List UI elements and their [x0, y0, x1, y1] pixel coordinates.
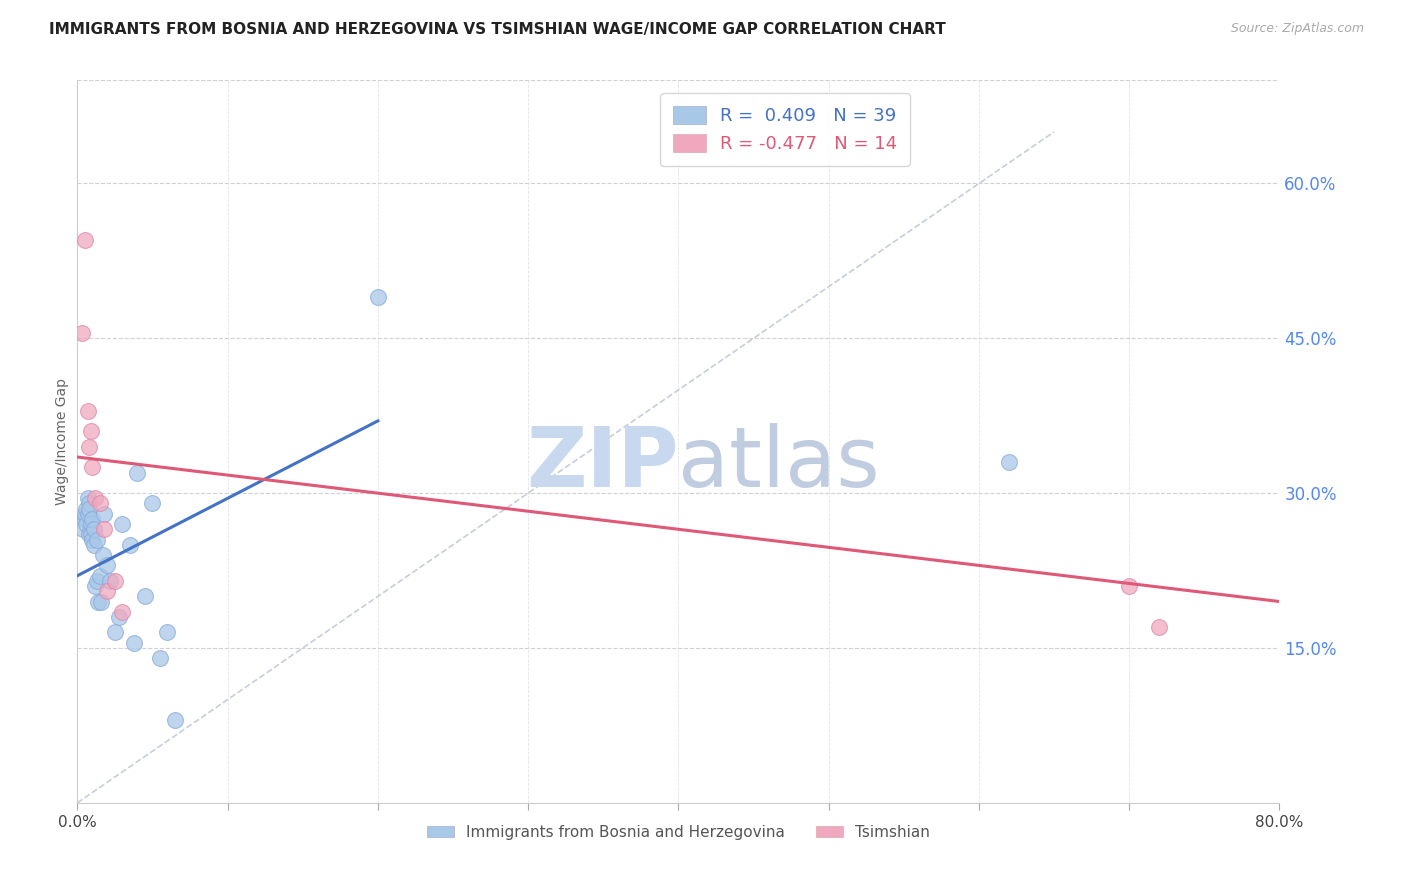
Point [127, 466, 149, 480]
Point [96, 558, 118, 573]
Point [367, 290, 389, 304]
Text: IMMIGRANTS FROM BOSNIA AND HERZEGOVINA VS TSIMSHIAN WAGE/INCOME GAP CORRELATION : IMMIGRANTS FROM BOSNIA AND HERZEGOVINA V… [49, 22, 946, 37]
Point [82, 533, 104, 547]
Point [998, 455, 1021, 469]
Point [141, 496, 163, 510]
Point [104, 625, 127, 640]
Point [76, 491, 98, 506]
Point [82, 512, 104, 526]
Point [75, 501, 97, 516]
Point [84, 491, 107, 506]
Text: ZIP: ZIP [526, 423, 679, 504]
Point [70, 326, 93, 340]
Point [80, 527, 103, 541]
Text: atlas: atlas [679, 423, 880, 504]
Point [73, 233, 96, 247]
Point [80, 517, 103, 532]
Point [75, 517, 97, 532]
Point [79, 501, 101, 516]
Point [79, 496, 101, 510]
Point [90, 594, 112, 608]
Point [1149, 620, 1171, 634]
Point [91, 548, 114, 562]
Point [149, 651, 172, 665]
Point [72, 522, 94, 536]
Point [93, 522, 115, 536]
Point [80, 424, 103, 438]
Point [100, 574, 122, 588]
Point [86, 574, 108, 588]
Point [82, 460, 104, 475]
Point [83, 538, 105, 552]
Point [111, 517, 134, 532]
Point [118, 538, 141, 552]
Legend: Immigrants from Bosnia and Herzegovina, Tsimshian: Immigrants from Bosnia and Herzegovina, … [420, 819, 936, 846]
Point [111, 605, 134, 619]
Point [76, 403, 98, 417]
Point [76, 507, 98, 521]
Point [96, 584, 118, 599]
Point [87, 594, 110, 608]
Text: Source: ZipAtlas.com: Source: ZipAtlas.com [1230, 22, 1364, 36]
Point [73, 507, 96, 521]
Y-axis label: Wage/Income Gap: Wage/Income Gap [55, 378, 69, 505]
Point [163, 713, 186, 727]
Point [134, 590, 156, 604]
Point [84, 579, 107, 593]
Point [89, 496, 111, 510]
Point [86, 533, 108, 547]
Point [89, 568, 111, 582]
Point [1118, 579, 1140, 593]
Point [73, 512, 96, 526]
Point [93, 507, 115, 521]
Point [108, 610, 131, 624]
Point [156, 625, 179, 640]
Point [124, 636, 146, 650]
Point [79, 527, 101, 541]
Point [83, 522, 105, 536]
Point [104, 574, 127, 588]
Point [79, 440, 101, 454]
